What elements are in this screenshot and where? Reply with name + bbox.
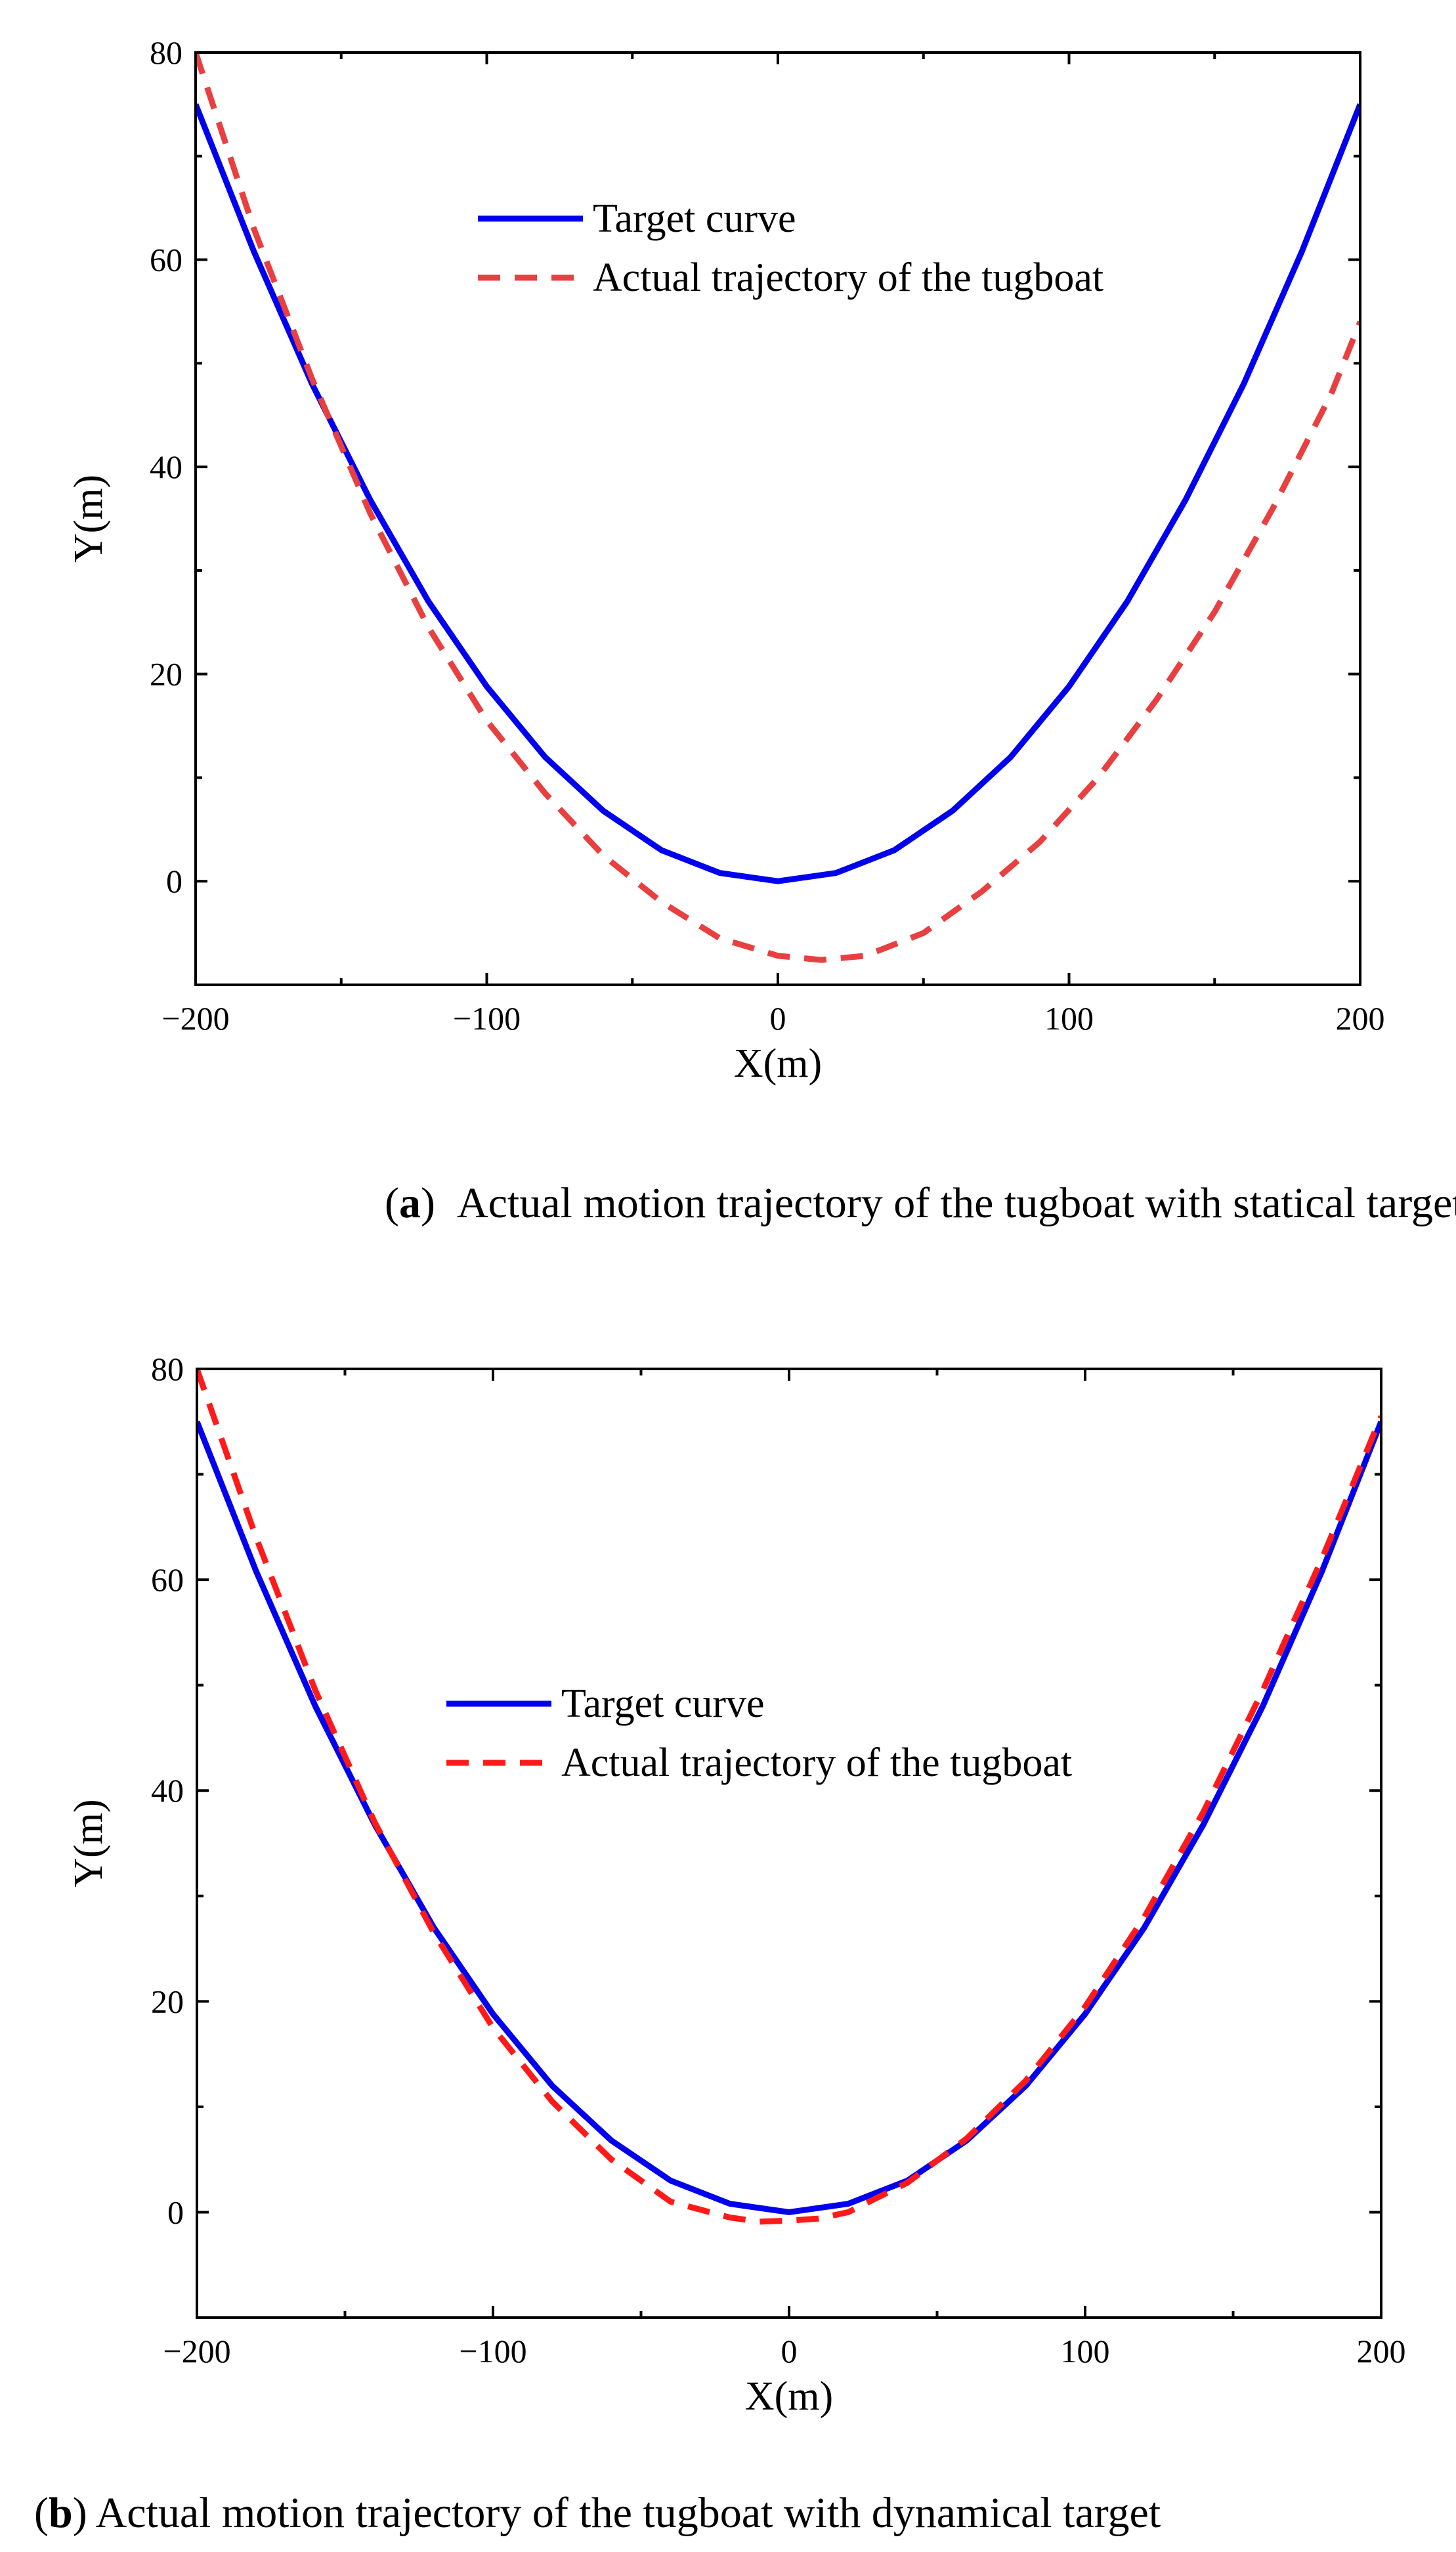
y-tick-label: 0 xyxy=(167,2194,184,2230)
legend-label: Actual trajectory of the tugboat xyxy=(593,255,1103,300)
x-tick-label: 0 xyxy=(781,2333,798,2369)
y-tick-label: 60 xyxy=(151,1561,184,1598)
caption-b: (b) Actual motion trajectory of the tugb… xyxy=(34,2489,1161,2537)
chart-panel-a: −200 −100 0 100 200 0 20 40 60 80 X(m) Y(m) Target c… xyxy=(66,34,1385,1086)
caption-b-text: Actual motion trajectory of the tugboat … xyxy=(95,2489,1161,2537)
y-axis-title: Y(m) xyxy=(66,475,111,563)
legend-label: Target curve xyxy=(593,196,796,241)
x-tick-label: 100 xyxy=(1061,2333,1110,2369)
actual-trajectory-line xyxy=(197,1369,1381,2225)
caption-a-text: Actual motion trajectory of the tugboat … xyxy=(456,1179,1456,1227)
x-tick-label: 100 xyxy=(1044,1000,1094,1037)
caption-a-letter: a xyxy=(398,1179,421,1227)
y-tick-label: 80 xyxy=(150,34,182,71)
legend: Target curve Actual trajectory of the tug… xyxy=(478,196,1103,300)
x-axis-title: X(m) xyxy=(734,1041,822,1086)
x-tick-label: −100 xyxy=(459,2333,526,2369)
x-axis-title: X(m) xyxy=(745,2374,833,2419)
x-tick-label: −100 xyxy=(453,1000,521,1037)
legend-label: Target curve xyxy=(561,1681,765,1726)
legend-label: Actual trajectory of the tugboat xyxy=(561,1741,1072,1785)
y-tick-label: 60 xyxy=(150,242,182,278)
actual-trajectory-line xyxy=(196,53,1360,963)
x-tick-label: 200 xyxy=(1336,1000,1385,1037)
x-tick-label: 200 xyxy=(1357,2333,1406,2369)
x-tick-label: −200 xyxy=(161,1000,229,1037)
caption-a: (a) Actual motion trajectory of the tugb… xyxy=(385,1179,1456,1228)
x-tick-label: 0 xyxy=(770,1000,786,1037)
y-tick-label: 40 xyxy=(150,448,182,485)
y-tick-label: 0 xyxy=(166,863,182,899)
y-tick-label: 40 xyxy=(151,1772,184,1809)
chart-panel-b: −200 −100 0 100 200 0 20 40 60 80 X(m) Y(m) Target c… xyxy=(66,1351,1406,2419)
y-tick-label: 80 xyxy=(151,1351,184,1387)
caption-b-letter: b xyxy=(48,2489,73,2537)
y-tick-label: 20 xyxy=(151,1983,184,2020)
plot-frame xyxy=(196,1368,1382,2319)
x-tick-label: −200 xyxy=(163,2333,230,2369)
target-curve-line xyxy=(196,103,1360,884)
y-axis-title: Y(m) xyxy=(66,1799,111,1887)
legend: Target curve Actual trajectory of the tug… xyxy=(446,1681,1072,1785)
y-tick-label: 20 xyxy=(150,656,182,693)
